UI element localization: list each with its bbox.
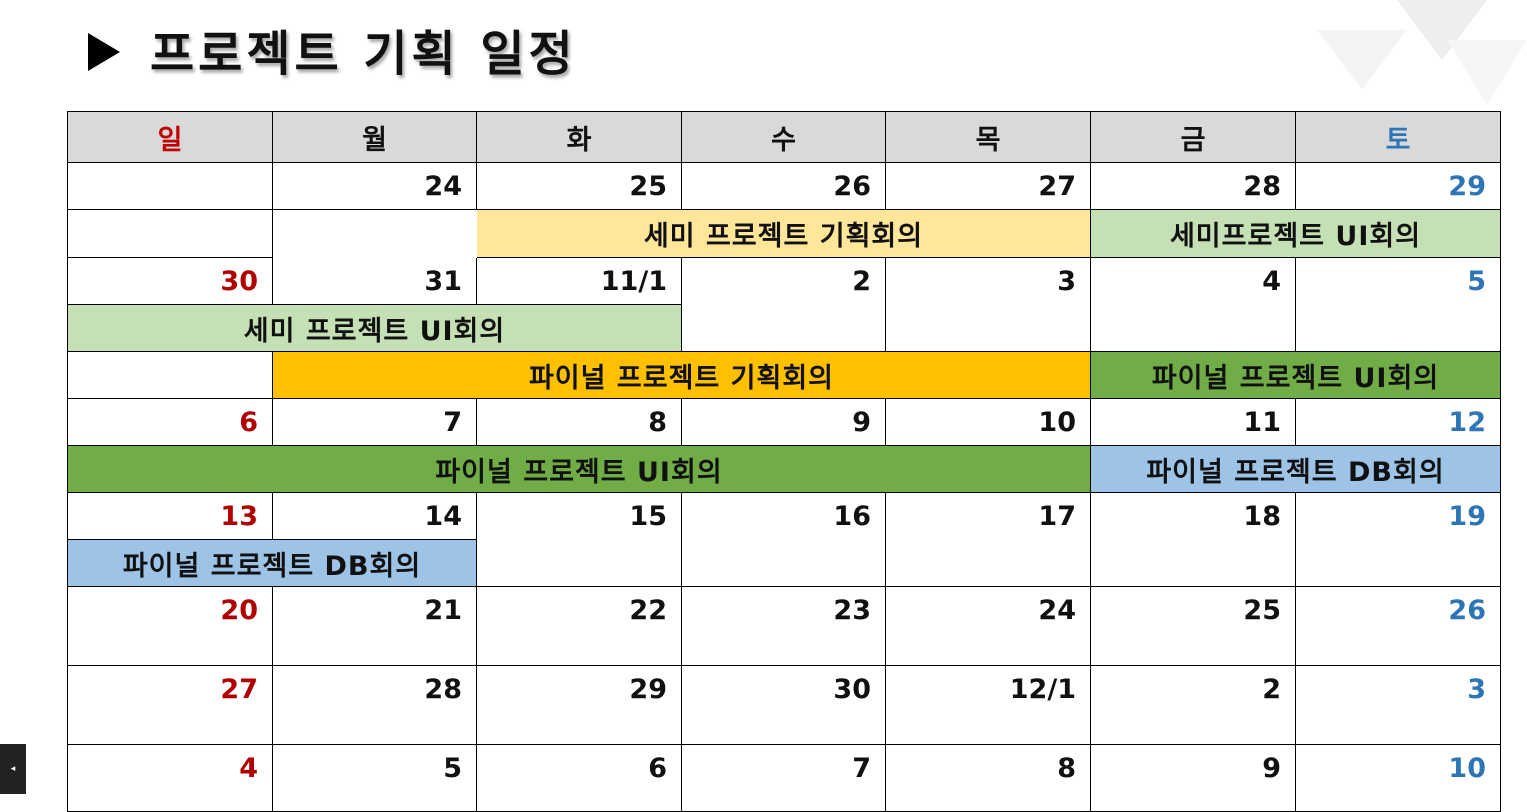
date-cell[interactable]: 8 xyxy=(886,745,1091,812)
date-cell[interactable]: 27 xyxy=(68,666,273,745)
date-cell[interactable]: 27 xyxy=(886,163,1091,210)
date-cell[interactable]: 8 xyxy=(477,399,682,446)
date-cell[interactable]: 26 xyxy=(682,163,886,210)
weekday-header: 일 xyxy=(68,112,273,163)
weekday-header: 수 xyxy=(682,112,886,163)
date-cell[interactable]: 12 xyxy=(1296,399,1501,446)
weekday-header: 화 xyxy=(477,112,682,163)
date-cell[interactable]: 28 xyxy=(273,666,477,745)
event-label: 파이널 프로젝트 DB회의 xyxy=(1146,456,1445,488)
date-cell[interactable]: 6 xyxy=(477,745,682,812)
event-bar[interactable]: 파이널 프로젝트 UI회의 xyxy=(68,446,1091,493)
date-cell[interactable]: 3 xyxy=(886,258,1091,352)
event-label: 세미프로젝트 UI회의 xyxy=(1169,221,1422,252)
date-cell[interactable]: 10 xyxy=(1296,745,1501,812)
date-cell[interactable]: 9 xyxy=(682,399,886,446)
date-cell[interactable]: 30 xyxy=(68,258,273,305)
weekday-header: 목 xyxy=(886,112,1091,163)
calendar-grid: 일 월 화 수 목 금 토 24 25 26 27 28 29 30 31 11/1 2 3 4 5 6 7 8 9 10 11 1… xyxy=(67,111,1501,812)
date-cell[interactable]: 22 xyxy=(477,587,682,666)
weekday-header: 토 xyxy=(1296,112,1501,163)
date-cell[interactable]: 5 xyxy=(1296,258,1501,352)
date-cell[interactable]: 29 xyxy=(477,666,682,745)
event-label: 파이널 프로젝트 기획회의 xyxy=(528,362,835,394)
title-text: 프로젝트 기획 일정 xyxy=(150,26,577,82)
date-cell[interactable]: 31 xyxy=(273,258,477,305)
date-cell[interactable]: 5 xyxy=(273,745,477,812)
date-cell[interactable]: 9 xyxy=(1091,745,1296,812)
date-cell[interactable]: 21 xyxy=(273,587,477,666)
date-cell[interactable]: 10 xyxy=(886,399,1091,446)
date-cell[interactable]: 11/1 xyxy=(477,258,682,305)
date-cell[interactable]: 11 xyxy=(1091,399,1296,446)
event-label: 파이널 프로젝트 UI회의 xyxy=(1151,362,1440,394)
event-label: 세미 프로젝트 UI회의 xyxy=(243,315,506,347)
date-cell[interactable]: 2 xyxy=(1091,666,1296,745)
date-cell[interactable]: 3 xyxy=(1296,666,1501,745)
date-cell[interactable]: 25 xyxy=(1091,587,1296,666)
date-cell[interactable]: 13 xyxy=(68,493,273,540)
event-bar[interactable]: 세미 프로젝트 기획회의 xyxy=(477,210,1091,258)
event-label: 세미 프로젝트 기획회의 xyxy=(643,221,924,252)
page-title: 프로젝트 기획 일정 xyxy=(88,14,577,84)
weekday-header: 금 xyxy=(1091,112,1296,163)
date-cell[interactable]: 7 xyxy=(682,745,886,812)
date-cell[interactable]: 24 xyxy=(273,163,477,210)
side-tab[interactable]: ◂ xyxy=(0,744,26,794)
event-label: 파이널 프로젝트 UI회의 xyxy=(435,456,723,488)
date-cell[interactable]: 2 xyxy=(682,258,886,352)
date-cell[interactable]: 15 xyxy=(477,493,682,587)
event-bar[interactable]: 세미프로젝트 UI회의 xyxy=(1091,210,1501,258)
event-label: 파이널 프로젝트 DB회의 xyxy=(122,550,422,582)
event-bar[interactable]: 파이널 프로젝트 DB회의 xyxy=(1091,446,1501,493)
date-cell[interactable]: 14 xyxy=(273,493,477,540)
date-cell[interactable]: 24 xyxy=(886,587,1091,666)
date-cell[interactable]: 29 xyxy=(1296,163,1501,210)
date-cell[interactable]: 26 xyxy=(1296,587,1501,666)
event-bar[interactable]: 파이널 프로젝트 DB회의 xyxy=(68,540,477,587)
date-cell[interactable]: 7 xyxy=(273,399,477,446)
date-cell[interactable] xyxy=(68,163,273,210)
weekday-header: 월 xyxy=(273,112,477,163)
empty-cell xyxy=(68,352,273,399)
decorative-triangles xyxy=(1317,0,1527,105)
date-cell[interactable]: 12/1 xyxy=(886,666,1091,745)
empty-cell xyxy=(477,540,1501,587)
date-cell[interactable]: 20 xyxy=(68,587,273,666)
event-bar[interactable]: 파이널 프로젝트 UI회의 xyxy=(1091,352,1501,399)
date-cell[interactable]: 4 xyxy=(68,745,273,812)
empty-cell xyxy=(68,210,273,258)
event-bar[interactable]: 파이널 프로젝트 기획회의 xyxy=(273,352,1091,399)
date-cell[interactable]: 6 xyxy=(68,399,273,446)
date-cell[interactable]: 23 xyxy=(682,587,886,666)
date-cell[interactable]: 4 xyxy=(1091,258,1296,352)
event-bar[interactable]: 세미 프로젝트 UI회의 xyxy=(68,305,682,352)
date-cell[interactable]: 30 xyxy=(682,666,886,745)
play-arrow-icon xyxy=(88,33,120,71)
date-cell[interactable]: 25 xyxy=(477,163,682,210)
date-cell[interactable]: 28 xyxy=(1091,163,1296,210)
